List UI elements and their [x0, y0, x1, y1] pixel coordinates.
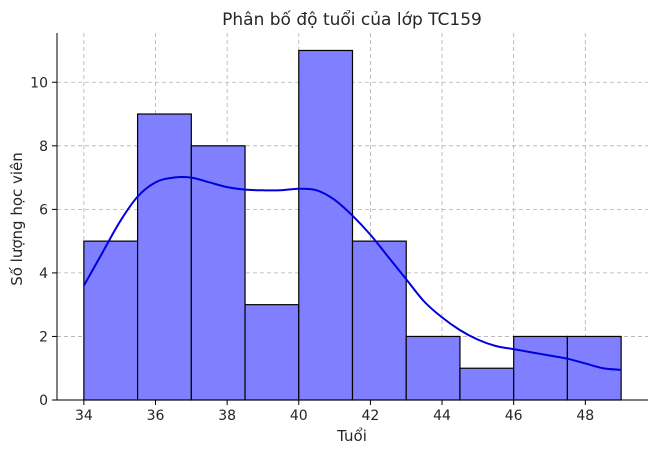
histogram-bar-5: [351, 240, 407, 401]
histogram-bar-9: [566, 335, 622, 401]
y-tick-label: 2: [39, 329, 48, 345]
x-axis-label: Tuổi: [336, 427, 367, 445]
x-tick-label: 48: [576, 408, 594, 424]
histogram-bar-3: [244, 304, 300, 401]
x-tick-label: 34: [75, 408, 93, 424]
x-tick-label: 44: [433, 408, 451, 424]
kde-layer: [82, 175, 622, 371]
y-axis-label: Số lượng học viên: [8, 152, 26, 286]
histogram-bar-1: [136, 113, 192, 401]
histogram-bar-6: [405, 335, 461, 401]
x-tick-label: 46: [505, 408, 523, 424]
histogram-bar-4: [298, 49, 354, 401]
histogram-bar-0: [83, 240, 139, 401]
x-tick-label: 36: [147, 408, 165, 424]
y-tick-label: 4: [39, 266, 48, 282]
bars-layer: [83, 49, 622, 401]
y-tick-label: 6: [39, 202, 48, 218]
histogram-bar-7: [459, 367, 515, 401]
x-tick-label: 42: [361, 408, 379, 424]
x-tick-label: 38: [218, 408, 236, 424]
y-tick-label: 8: [39, 139, 48, 155]
chart-title: Phân bố độ tuổi của lớp TC159: [222, 9, 482, 30]
y-tick-label: 0: [39, 393, 48, 409]
y-tick-label: 10: [30, 75, 48, 91]
histogram-bar-8: [513, 335, 569, 401]
kde-curve: [82, 175, 622, 371]
x-tick-label: 40: [290, 408, 308, 424]
